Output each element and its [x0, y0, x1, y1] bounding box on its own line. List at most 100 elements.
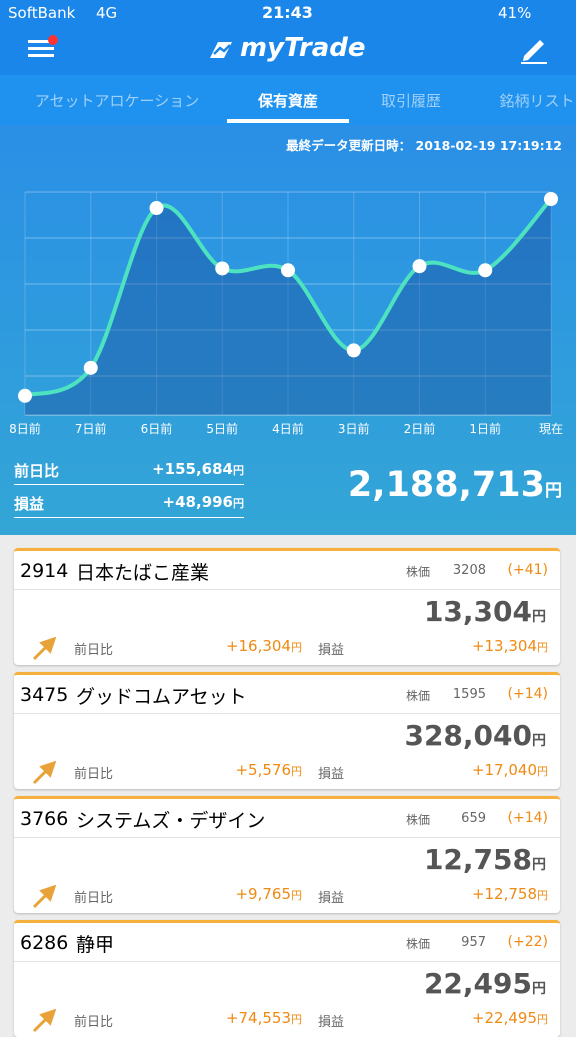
x-tick-label: 2日前 [404, 421, 436, 436]
up-arrow-icon [32, 885, 56, 909]
x-tick-label: 4日前 [272, 421, 304, 436]
price-label: 株価 [406, 565, 431, 579]
profit-label: 損益 [318, 643, 345, 658]
profit-wrap: +22,495円 [472, 1009, 548, 1027]
divider [14, 961, 560, 962]
unit: 円 [532, 857, 546, 873]
holding-card[interactable]: 3766 システムズ・デザイン 株価 659 (+14) 12,758円 前日比 +9,765… [14, 796, 560, 913]
tab[interactable]: アセットアロケーション [34, 92, 200, 110]
price-label: 株価 [406, 937, 431, 951]
profit-label: 損益 [318, 891, 345, 906]
day-change-wrap: +16,304円 [226, 637, 302, 655]
app-title: myTrade [240, 33, 366, 63]
edit-button[interactable] [518, 34, 550, 66]
price: 659 [461, 811, 486, 826]
price-label: 株価 [406, 813, 431, 827]
unit: 円 [537, 641, 548, 654]
profit-label: 損益 [318, 767, 345, 782]
chart-panel: 最終データ更新日時： 2018-02-19 17:19:12 8日前 7日前 6日前… [0, 125, 576, 535]
network: 4G [96, 4, 118, 22]
price: 3208 [452, 563, 486, 578]
point [215, 261, 230, 276]
unit: 円 [545, 481, 562, 501]
day-change: +5,576 [235, 761, 291, 779]
unit: 円 [291, 1013, 302, 1026]
updated: 最終データ更新日時： 2018-02-19 17:19:12 [286, 138, 562, 153]
day-change-wrap: +9,765円 [235, 885, 302, 903]
profit-row: 損益 +48,996円 [14, 491, 244, 518]
price: 1595 [452, 687, 486, 702]
unit: 円 [233, 497, 244, 510]
up-arrow-icon [32, 761, 56, 785]
point [346, 343, 361, 358]
holding-card[interactable]: 6286 静甲 株価 957 (+22) 22,495円 前日比 +74,553円 損益 +22,… [14, 920, 560, 1037]
unit: 円 [233, 464, 244, 477]
chart: 8日前 7日前 6日前 5日前 4日前 3日前 2日前 1日前 現在 [9, 191, 563, 436]
holding-card[interactable]: 2914 日本たばこ産業 株価 3208 (+41) 13,304円 前日比 +16,304円… [14, 548, 560, 665]
unit: 円 [532, 733, 546, 749]
value: 12,758 [423, 843, 532, 876]
point [412, 259, 427, 274]
x-tick-label: 3日前 [338, 421, 370, 436]
profit-wrap: +17,040円 [472, 761, 548, 779]
x-tick-label: 7日前 [75, 421, 107, 436]
unit: 円 [537, 1013, 548, 1026]
label: 前日比 [14, 462, 60, 480]
header: SoftBank 4G 21:43 41% myTrade [0, 0, 576, 75]
value: 13,304 [423, 595, 532, 628]
x-tick-label: 5日前 [206, 421, 238, 436]
holding-card[interactable]: 3475 グッドコムアセット 株価 1595 (+14) 328,040円 前日比 +5,57… [14, 672, 560, 789]
x-tick-label: 8日前 [9, 421, 41, 436]
arrow [32, 761, 56, 785]
profit-label: 損益 [318, 1015, 345, 1030]
value: 328,040 [404, 719, 532, 752]
code: 6286 [20, 932, 69, 954]
arrow [32, 1009, 56, 1033]
day-change-label: 前日比 [74, 643, 114, 658]
profit: +13,304 [471, 637, 537, 655]
tab[interactable]: 銘柄リスト [499, 92, 575, 110]
profit: +12,758 [471, 885, 537, 903]
total: 2,188,713 [347, 465, 545, 505]
tab-indicator [227, 119, 349, 123]
point [544, 192, 558, 206]
day-change-wrap: +74,553円 [226, 1009, 302, 1027]
name: 日本たばこ産業 [76, 562, 210, 584]
unit: 円 [532, 609, 546, 625]
day-change-row: 前日比 +155,684円 [14, 458, 244, 485]
price-change: (+22) [507, 934, 548, 950]
profit: +17,040 [471, 761, 537, 779]
name: 静甲 [76, 934, 115, 956]
day-change-label: 前日比 [74, 1015, 114, 1030]
unit: 円 [537, 889, 548, 902]
time: 21:43 [262, 3, 313, 22]
label: 損益 [14, 495, 45, 513]
day-change-label: 前日比 [74, 767, 114, 782]
arrow [32, 637, 56, 661]
price-change: (+14) [507, 686, 548, 702]
unit: 円 [291, 889, 302, 902]
battery: 41% [498, 4, 532, 22]
code: 2914 [20, 560, 69, 582]
value-wrap: 12,758円 [424, 843, 546, 876]
name: グッドコムアセット [76, 686, 247, 708]
unit: 円 [291, 765, 302, 778]
tab[interactable]: 保有資産 [257, 92, 319, 110]
unit: 円 [291, 641, 302, 654]
unit: 円 [537, 765, 548, 778]
profit-wrap: +12,758円 [472, 885, 548, 903]
menu-button[interactable] [26, 34, 62, 64]
code: 3475 [20, 684, 69, 706]
point [149, 201, 164, 216]
up-arrow-icon [32, 637, 56, 661]
divider [14, 589, 560, 590]
point [83, 360, 98, 375]
tab[interactable]: 取引履歴 [380, 92, 442, 110]
day-change: +9,765 [235, 885, 291, 903]
day-change: +16,304 [225, 637, 291, 655]
tab-bar: アセットアロケーション 保有資産 取引履歴 銘柄リスト [0, 75, 576, 125]
area [25, 199, 551, 415]
value: 22,495 [423, 967, 532, 1000]
price-label: 株価 [406, 689, 431, 703]
